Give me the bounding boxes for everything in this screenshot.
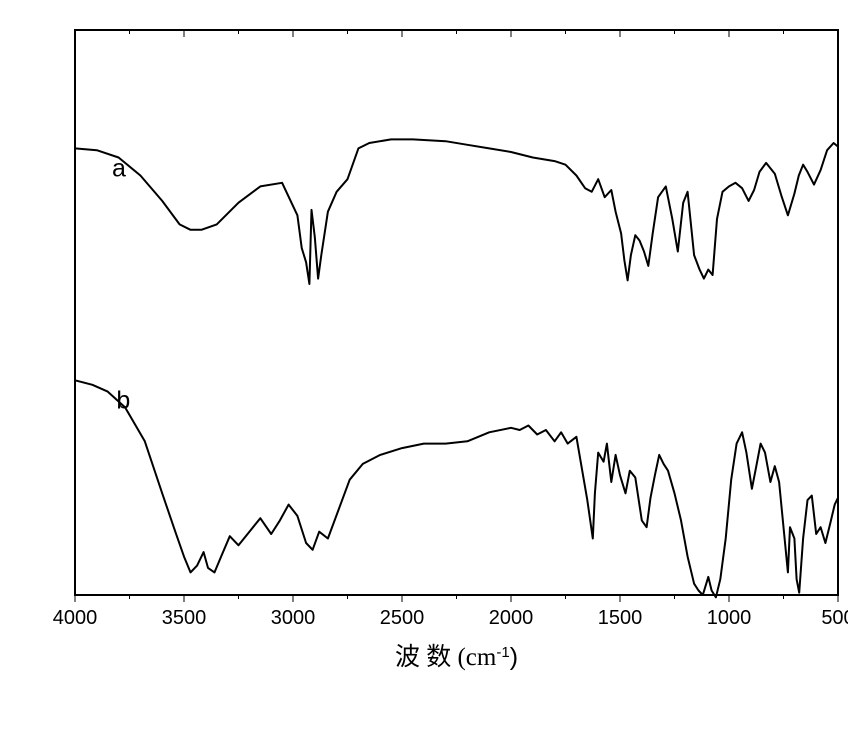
x-tick-label: 4000 (53, 607, 98, 629)
x-tick-label: 1500 (598, 607, 643, 629)
x-tick-label: 500 (821, 607, 848, 629)
x-axis-title: 波 数 (cm-1) (395, 643, 518, 671)
spectrum-a (75, 139, 838, 284)
series-label-b: b (116, 386, 130, 414)
spectrum-b (75, 380, 838, 597)
x-tick-label: 2500 (380, 607, 425, 629)
ir-spectra-chart: 4000 3500 3000 2500 2000 1500 1000 500 波 数 (cm-1… (20, 20, 848, 711)
x-tick-label: 3500 (162, 607, 207, 629)
x-tick-label: 1000 (707, 607, 752, 629)
x-tick-label: 3000 (271, 607, 316, 629)
chart-svg: 4000 3500 3000 2500 2000 1500 1000 500 波 数 (cm-1… (20, 20, 848, 711)
x-tick-label: 2000 (489, 607, 534, 629)
series-label-a: a (112, 154, 126, 182)
